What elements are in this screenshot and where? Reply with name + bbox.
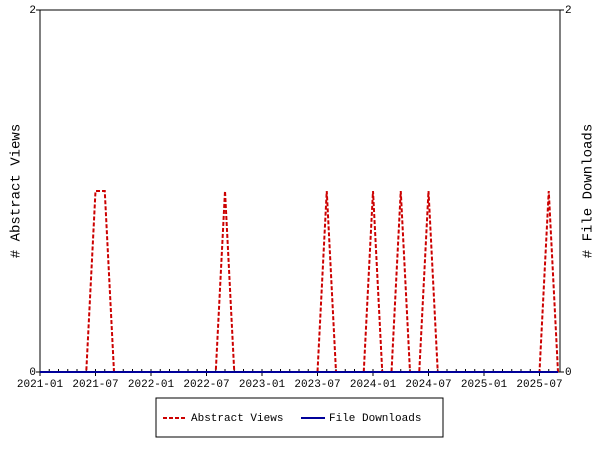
x-tick-label: 2024-01 — [350, 379, 397, 391]
x-tick-label: 2024-07 — [405, 379, 451, 391]
x-tick-label: 2023-07 — [294, 379, 340, 391]
legend — [155, 397, 444, 438]
y2-axis-title: # File Downloads — [581, 124, 597, 258]
x-tick-label: 2023-01 — [239, 379, 286, 391]
x-tick-label: 2021-07 — [72, 379, 118, 391]
y-tick-label: 2 — [29, 5, 36, 17]
y-tick-label: 0 — [29, 367, 36, 379]
x-tick-label: 2025-01 — [461, 379, 508, 391]
x-tick-label: 2022-01 — [128, 379, 175, 391]
x-tick-label: 2025-07 — [516, 379, 562, 391]
y-axis-title: # Abstract Views — [9, 124, 25, 258]
legend-label: Abstract Views — [191, 413, 283, 425]
x-tick-label: 2022-07 — [183, 379, 229, 391]
series-line — [40, 190, 559, 373]
y2-tick-label: 2 — [565, 5, 572, 17]
legend-label: File Downloads — [329, 413, 421, 425]
x-tick-label: 2021-01 — [17, 379, 64, 391]
plot-frame — [39, 9, 561, 373]
y2-tick-label: 0 — [565, 367, 572, 379]
